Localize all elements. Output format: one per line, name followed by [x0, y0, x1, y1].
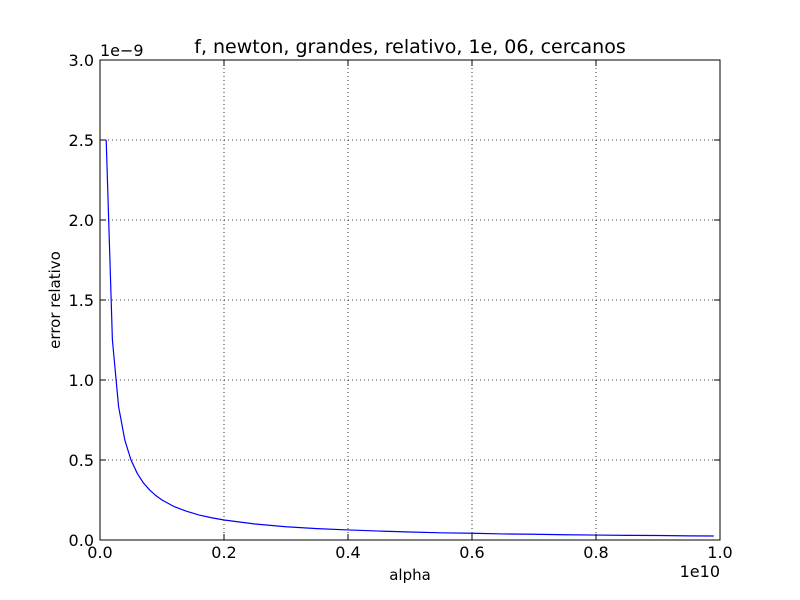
x-tick-label: 0.4: [335, 543, 360, 562]
y-tick-label: 1.5: [69, 291, 94, 310]
y-tick-label: 3.0: [69, 51, 94, 70]
chart-title: f, newton, grandes, relativo, 1e, 06, ce…: [194, 36, 626, 58]
axis-ticks: [99, 59, 721, 541]
y-multiplier-label: 1e−9: [100, 41, 144, 60]
y-axis-label: error relativo: [46, 251, 64, 349]
series-layer: [105, 139, 714, 537]
x-tick-label: 0.8: [583, 543, 608, 562]
x-tick-label: 0.0: [87, 543, 112, 562]
x-tick-labels: 0.0 0.2 0.4 0.6 0.8 1.0: [87, 543, 732, 562]
y-tick-label: 0.5: [69, 451, 94, 470]
x-axis-label: alpha: [389, 566, 431, 584]
y-tick-label: 0.0: [69, 531, 94, 550]
grid-lines: [99, 59, 721, 541]
x-tick-label: 1.0: [707, 543, 732, 562]
series-line: [105, 139, 714, 537]
plot-frame: [99, 59, 721, 541]
y-tick-label: 2.0: [69, 211, 94, 230]
x-multiplier-label: 1e10: [680, 562, 720, 581]
y-tick-labels: 0.0 0.5 1.0 1.5 2.0 2.5 3.0: [69, 51, 94, 550]
y-tick-label: 2.5: [69, 131, 94, 150]
x-tick-label: 0.2: [211, 543, 236, 562]
y-tick-label: 1.0: [69, 371, 94, 390]
x-tick-label: 0.6: [459, 543, 484, 562]
